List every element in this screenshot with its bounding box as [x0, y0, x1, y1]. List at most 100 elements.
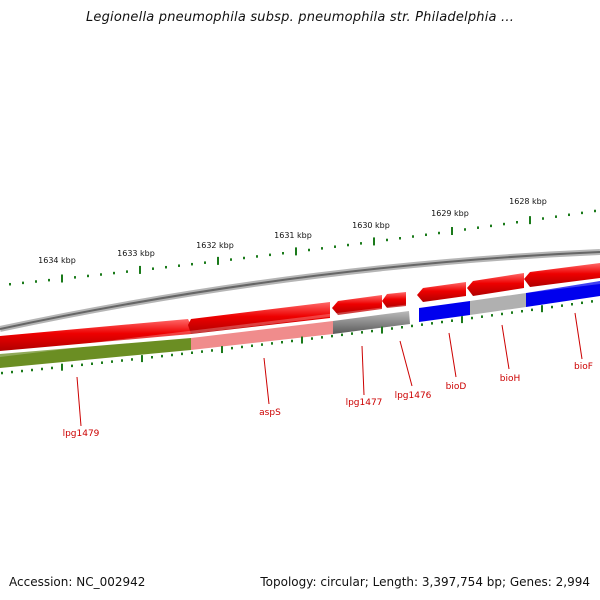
gene-label-bioH[interactable]: bioH — [500, 374, 521, 384]
leader-line — [574, 312, 583, 360]
lower-track-tick — [81, 363, 83, 367]
bioD-gene[interactable] — [419, 301, 470, 322]
lower-track-tick — [131, 358, 133, 361]
minor-tick — [204, 261, 206, 264]
leader-line — [448, 332, 457, 378]
lower-track-tick — [251, 344, 253, 348]
lower-track-tick — [351, 332, 353, 335]
lpg1477-gene[interactable] — [333, 311, 410, 334]
lpg1476-gene[interactable] — [382, 292, 406, 308]
minor-tick — [178, 264, 180, 267]
kbp-label-1631: 1631 kbp — [274, 231, 312, 240]
lower-track-tick — [371, 329, 373, 333]
forward-gene-segment[interactable] — [524, 263, 600, 287]
minor-tick — [412, 235, 414, 238]
forward-gene-segment[interactable] — [332, 295, 382, 315]
gene-label-lpg1477[interactable]: lpg1477 — [346, 398, 383, 408]
minor-tick — [555, 215, 557, 218]
lower-track-tick — [391, 327, 393, 330]
lower-track-tick — [301, 336, 303, 344]
major-tick — [61, 274, 63, 283]
minor-tick — [568, 213, 570, 217]
lower-track-tick — [181, 352, 183, 356]
lower-track-tick — [111, 360, 113, 363]
minor-tick — [113, 271, 115, 275]
minor-tick — [360, 242, 362, 245]
minor-tick — [490, 224, 492, 228]
lower-track-tick — [571, 302, 573, 306]
lower-track-tick — [121, 359, 123, 362]
gene-label-lpg1476[interactable]: lpg1476 — [395, 391, 432, 401]
lower-track-tick — [21, 369, 23, 373]
minor-tick — [269, 253, 271, 257]
kbp-label-1628: 1628 kbp — [509, 197, 547, 206]
lower-track-tick — [31, 368, 33, 372]
lower-track-tick — [141, 355, 143, 363]
kbp-ruler: 1634 kbp 1633 kbp 1632 kbp 1631 kbp 1630… — [9, 197, 596, 286]
lower-track-tick — [481, 315, 483, 318]
lower-dotted-track — [1, 300, 593, 375]
lower-track-tick — [521, 309, 523, 313]
forward-gene-segment[interactable] — [0, 319, 191, 351]
lower-track-tick — [71, 364, 73, 368]
minor-tick — [230, 258, 232, 261]
lower-track-tick — [91, 362, 93, 366]
minor-tick — [438, 231, 440, 235]
lower-track-tick — [261, 343, 263, 346]
lower-track-tick — [511, 311, 513, 314]
lower-track-tick — [451, 319, 453, 322]
lower-track-tick — [321, 336, 323, 339]
lower-track-tick — [281, 340, 283, 344]
minor-tick — [22, 281, 24, 285]
lower-track-tick — [461, 316, 463, 324]
kbp-label-1634: 1634 kbp — [38, 256, 76, 265]
major-tick — [373, 237, 375, 246]
minor-tick — [100, 273, 102, 276]
lower-track-tick — [1, 371, 3, 375]
lower-track-tick — [541, 305, 543, 313]
lower-track-tick — [501, 312, 503, 316]
minor-tick — [425, 233, 427, 237]
lower-track-tick — [291, 339, 293, 343]
minor-tick — [581, 211, 583, 215]
lower-track-tick — [381, 326, 383, 334]
lower-track-tick — [191, 351, 193, 354]
minor-tick — [35, 280, 37, 283]
map-title: Legionella pneumophila subsp. pneumophil… — [85, 10, 515, 25]
lower-track-tick — [231, 346, 233, 350]
forward-gene-segment[interactable] — [417, 282, 466, 302]
aspS-gene[interactable] — [191, 321, 333, 350]
gene-label-aspS[interactable]: aspS — [259, 408, 281, 418]
gene-label-bioF[interactable]: bioF — [574, 362, 593, 372]
minor-tick — [256, 255, 258, 258]
lower-track-tick — [561, 304, 563, 307]
forward-gene-segment[interactable] — [188, 302, 330, 334]
topology-summary: Topology: circular; Length: 3,397,754 bp… — [260, 575, 590, 589]
minor-tick — [126, 270, 128, 273]
lower-track-tick — [311, 337, 313, 340]
minor-tick — [594, 209, 596, 213]
forward-gene-segment[interactable] — [467, 273, 524, 296]
lpg1479-gene[interactable] — [0, 338, 191, 368]
lower-track-tick — [171, 353, 173, 357]
kbp-label-1632: 1632 kbp — [196, 241, 234, 250]
forward-strand — [0, 263, 600, 351]
minor-tick — [243, 256, 245, 260]
lower-track-tick — [401, 325, 403, 329]
lower-track-tick — [471, 316, 473, 320]
minor-tick — [477, 226, 479, 229]
gene-label-lpg1479[interactable]: lpg1479 — [63, 429, 100, 439]
minor-tick — [334, 245, 336, 248]
kbp-label-1633: 1633 kbp — [117, 249, 155, 258]
accession-text: Accession: NC_002942 — [9, 575, 146, 589]
gene-label-bioD[interactable]: bioD — [446, 382, 467, 392]
minor-tick — [386, 238, 388, 242]
leader-line — [263, 357, 270, 405]
minor-tick — [152, 267, 154, 270]
major-tick — [139, 265, 141, 274]
bioH-gene[interactable] — [470, 293, 526, 315]
lower-track-tick — [161, 354, 163, 358]
lower-track-tick — [241, 345, 243, 349]
bioF-gene[interactable] — [526, 281, 600, 307]
strand-highlight — [0, 281, 600, 357]
